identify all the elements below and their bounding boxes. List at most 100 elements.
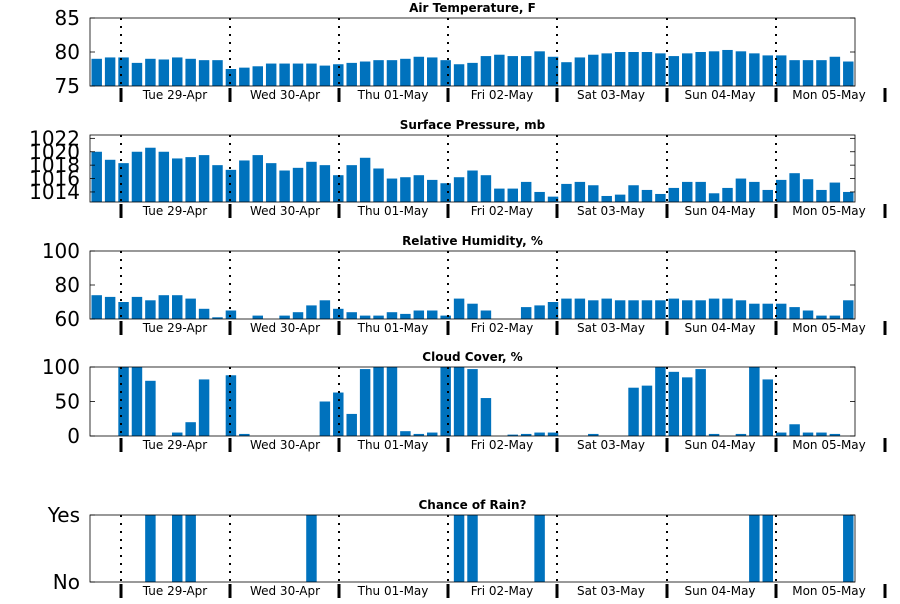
data-bar — [252, 315, 263, 319]
day-label: Tue 29-Apr — [142, 321, 207, 335]
data-bar — [400, 177, 411, 202]
data-bar — [172, 57, 183, 86]
data-bar — [494, 54, 505, 86]
day-label: Mon 05-May — [792, 88, 866, 102]
data-bar — [239, 160, 250, 202]
data-bar — [225, 69, 237, 86]
data-bar — [547, 196, 559, 202]
data-bar — [158, 151, 170, 202]
day-label: Sat 03-May — [577, 321, 645, 335]
day-label: Sun 04-May — [684, 321, 755, 335]
data-bar — [494, 188, 505, 202]
panel-title: Relative Humidity, % — [402, 234, 543, 248]
data-bar — [359, 157, 371, 202]
data-bar — [333, 392, 344, 436]
data-bar — [668, 298, 680, 319]
day-label: Thu 01-May — [357, 321, 429, 335]
data-bar — [789, 173, 800, 202]
data-bar — [467, 515, 478, 582]
data-bar — [467, 170, 478, 202]
data-bar — [346, 62, 357, 86]
panel-title: Chance of Rain? — [418, 498, 526, 512]
data-bar — [467, 369, 478, 436]
data-bar — [668, 371, 680, 436]
data-bar — [708, 51, 720, 86]
panel-frame — [89, 514, 856, 583]
data-bar — [520, 433, 532, 436]
data-bar — [292, 312, 304, 319]
data-bar — [346, 413, 357, 436]
data-bar — [413, 175, 425, 202]
y-tick-label: 1022 — [29, 126, 80, 150]
data-bar — [104, 57, 116, 86]
data-bar — [118, 163, 129, 202]
data-bar — [413, 310, 425, 319]
data-bar — [480, 310, 492, 319]
data-bar — [749, 181, 760, 202]
day-label: Thu 01-May — [357, 204, 429, 218]
data-bar — [104, 159, 116, 202]
data-bar — [400, 431, 411, 436]
data-bar — [561, 62, 572, 86]
data-bar — [802, 310, 814, 319]
data-bar — [534, 432, 545, 436]
data-bar — [735, 433, 747, 436]
data-bar — [91, 58, 102, 86]
data-bar — [252, 155, 263, 202]
data-bar — [306, 305, 317, 319]
data-bar — [547, 56, 559, 86]
y-tick-label: 1018 — [29, 153, 80, 177]
y-tick-label: 80 — [55, 40, 80, 64]
data-bar — [708, 433, 720, 436]
data-bar — [574, 57, 586, 86]
data-bar — [802, 432, 814, 436]
data-bar — [534, 51, 545, 86]
data-bar — [762, 189, 773, 202]
data-bar — [520, 181, 532, 202]
data-bar — [172, 295, 183, 319]
data-bar — [440, 315, 451, 319]
day-label: Sat 03-May — [577, 438, 645, 452]
y-tick-label: 0 — [67, 424, 80, 448]
panel-title: Surface Pressure, mb — [400, 118, 546, 132]
data-bar — [306, 161, 317, 202]
y-tick-label: 1014 — [29, 180, 80, 204]
data-bar — [668, 56, 680, 86]
data-bar — [427, 57, 438, 86]
day-label: Fri 02-May — [471, 584, 534, 598]
data-bar — [628, 300, 639, 319]
data-bar — [735, 300, 747, 319]
data-bar — [641, 385, 653, 436]
data-bar — [427, 432, 438, 436]
data-bar — [749, 367, 760, 436]
data-bar — [413, 433, 425, 436]
data-bar — [601, 195, 612, 202]
data-bar — [239, 433, 250, 436]
day-label: Mon 05-May — [792, 584, 866, 598]
panel-frame — [89, 134, 856, 203]
data-bar — [185, 298, 196, 319]
data-bar — [749, 53, 760, 86]
day-label: Fri 02-May — [471, 321, 534, 335]
data-bar — [628, 185, 639, 202]
data-bar — [145, 515, 156, 582]
data-bar — [212, 165, 223, 202]
data-bar — [628, 387, 639, 436]
data-bar — [265, 163, 277, 202]
data-bar — [91, 151, 102, 202]
data-bar — [829, 315, 841, 319]
data-bar — [252, 66, 263, 86]
data-bar — [265, 63, 277, 86]
data-bar — [789, 424, 800, 436]
data-bar — [843, 300, 854, 319]
day-label: Mon 05-May — [792, 204, 866, 218]
data-bar — [561, 183, 572, 202]
day-label: Tue 29-Apr — [142, 584, 207, 598]
data-bar — [749, 515, 760, 582]
data-bar — [816, 432, 827, 436]
data-bar — [359, 61, 371, 86]
data-bar — [708, 298, 720, 319]
data-bar — [655, 193, 666, 202]
data-bar — [816, 60, 827, 86]
data-bar — [829, 433, 841, 436]
